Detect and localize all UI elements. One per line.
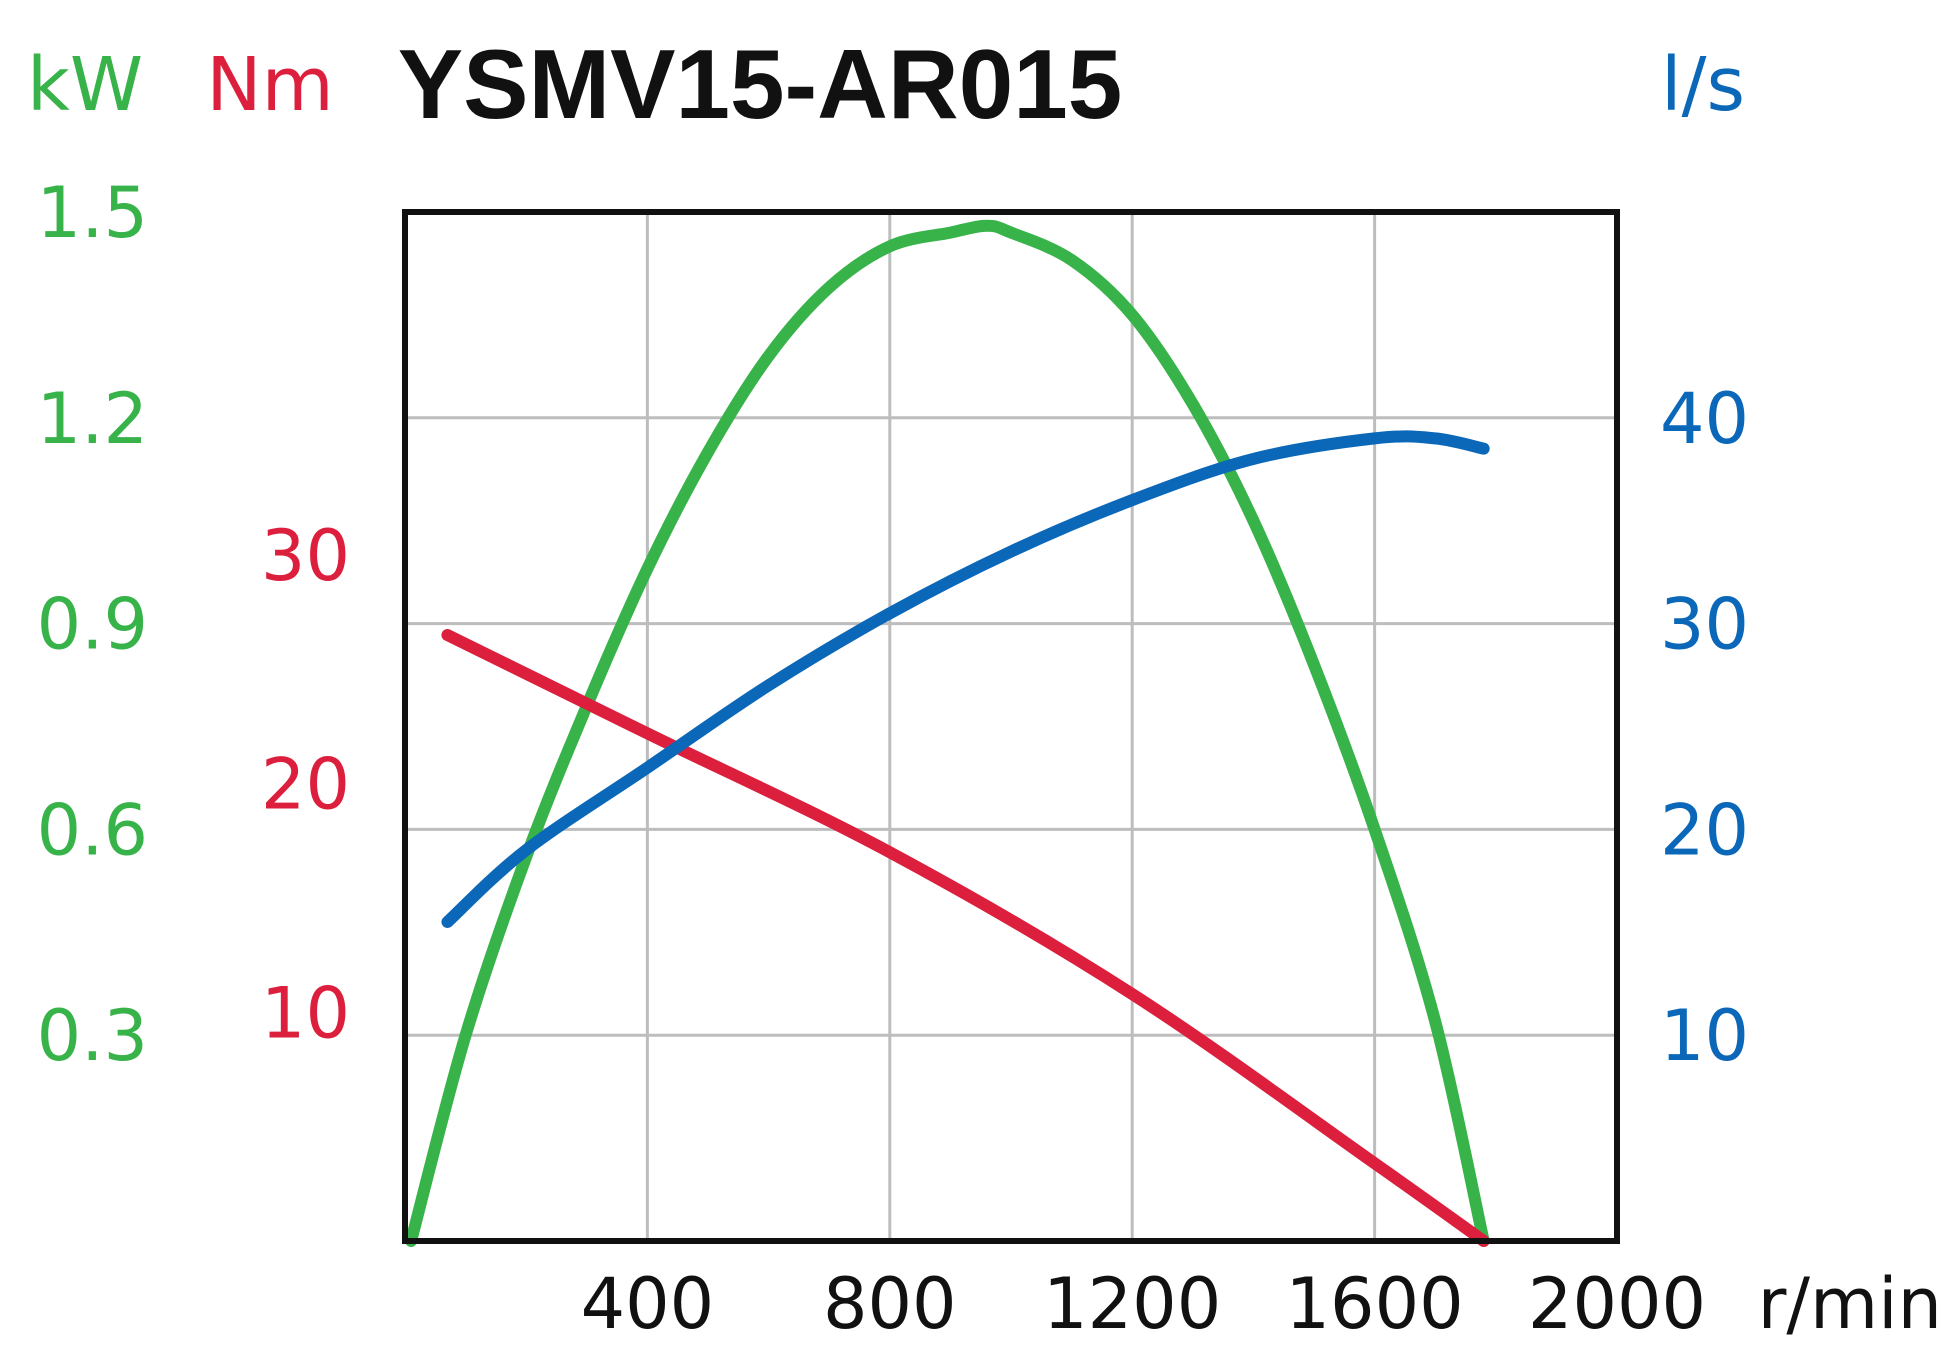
grid <box>405 212 1617 1241</box>
power-tick-label-0: 0.3 <box>37 995 148 1077</box>
series-line-flow <box>441 430 1490 929</box>
x-tick-label-4: 2000 <box>1528 1263 1706 1345</box>
torque-tick-label-2: 30 <box>261 515 350 597</box>
power-tick-label-2: 0.9 <box>37 584 148 666</box>
torque-unit-label: Nm <box>206 42 333 128</box>
x-tick-label-1: 800 <box>823 1263 957 1345</box>
torque-tick-label-0: 10 <box>261 972 350 1054</box>
power-tick-label-3: 1.2 <box>37 378 148 460</box>
power-tick-label-4: 1.5 <box>37 172 148 254</box>
x-tick-label-2: 1200 <box>1043 1263 1221 1345</box>
plot-frame <box>402 209 1620 1244</box>
torque-tick-label-1: 20 <box>261 744 350 826</box>
series-line-power <box>405 219 1490 1247</box>
series-layer <box>405 219 1490 1247</box>
x-tick-label-0: 400 <box>581 1263 715 1345</box>
tick-labels: 400 800 1200 1600 2000 r/min 0.3 0.6 0.9 1.2 1.5 10… <box>37 172 1942 1345</box>
power-unit-label: kW <box>27 42 143 128</box>
flow-tick-label-0: 10 <box>1660 995 1749 1077</box>
flow-tick-label-3: 40 <box>1660 378 1749 460</box>
flow-tick-label-1: 20 <box>1660 789 1749 871</box>
x-axis-unit-label: r/min <box>1758 1263 1942 1345</box>
series-line-torque <box>441 629 1490 1247</box>
power-tick-label-1: 0.6 <box>37 789 148 871</box>
x-tick-label-3: 1600 <box>1286 1263 1464 1345</box>
flow-unit-label: l/s <box>1661 42 1745 128</box>
chart-title: YSMV15-AR015 <box>398 29 1122 139</box>
flow-tick-label-2: 30 <box>1660 584 1749 666</box>
